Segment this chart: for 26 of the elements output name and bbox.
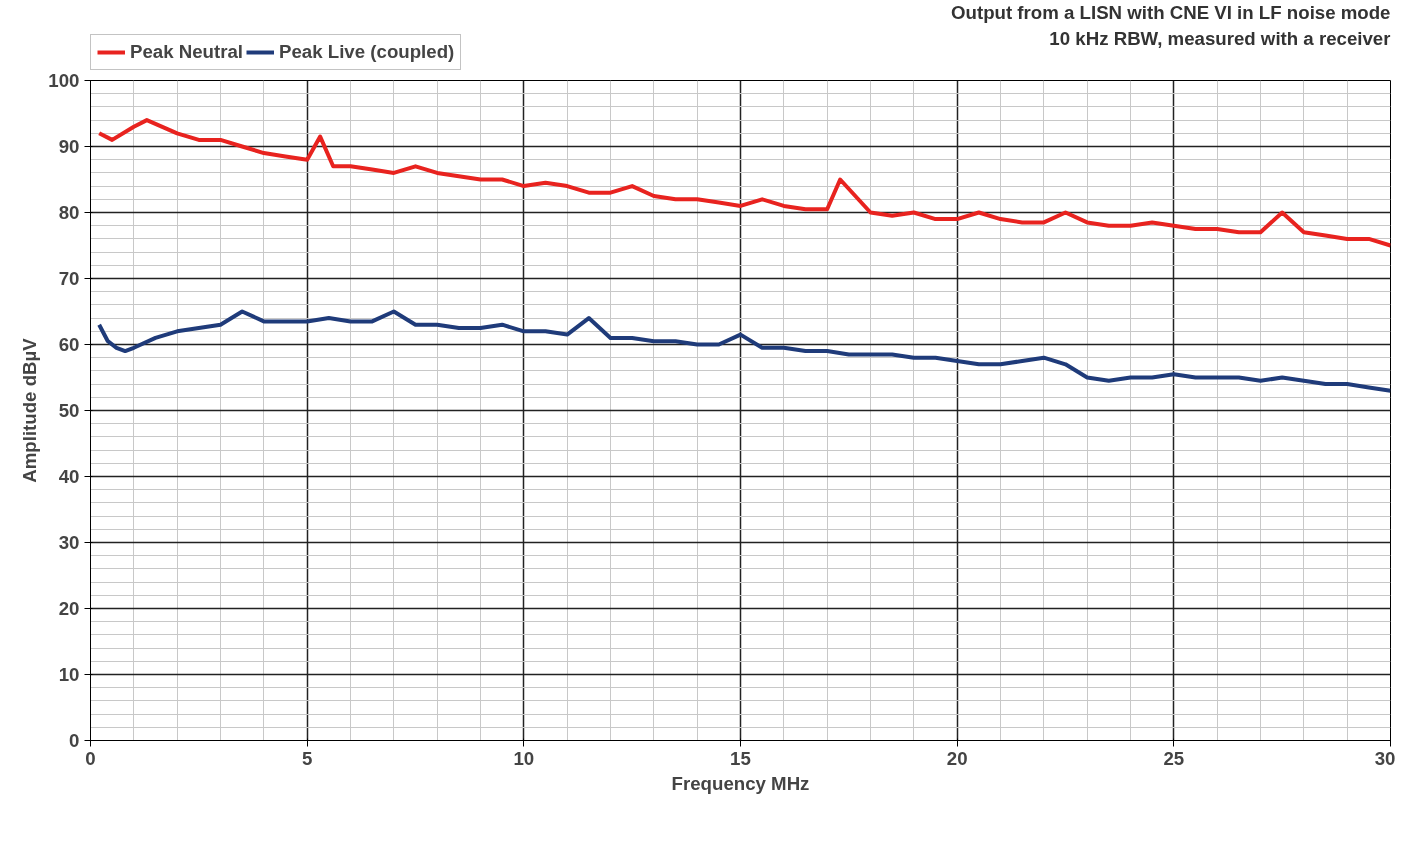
x-tick-label: 15 [730, 747, 751, 769]
y-tick-label: 60 [58, 334, 80, 355]
y-tick-label: 80 [58, 202, 80, 223]
y-tick-label: 20 [58, 598, 80, 619]
y-axis-title: Amplitude dBµV [19, 337, 41, 483]
x-tick-label: 20 [946, 747, 968, 769]
y-tick-label: 0 [69, 730, 80, 751]
y-tick-label: 30 [58, 532, 80, 553]
line-series [97, 309, 1391, 393]
x-axis-title: Frequency MHz [671, 772, 810, 794]
x-tick-label: 0 [85, 747, 96, 769]
x-tick-label: 10 [513, 747, 535, 769]
y-tick-label: 40 [58, 466, 80, 487]
x-tick-label: 25 [1163, 747, 1185, 769]
chart-subtitle: 10 kHz RBW, measured with a receiver [1049, 27, 1391, 49]
y-tick-label: 10 [58, 664, 80, 685]
y-tick-label: 70 [58, 268, 80, 289]
y-tick-label: 100 [48, 70, 80, 91]
legend-label: Peak Live (coupled) [279, 41, 455, 63]
x-tick-label: 5 [301, 747, 313, 769]
legend-label: Peak Neutral [130, 41, 244, 63]
x-tick-label: 30 [1374, 747, 1396, 769]
y-tick-label: 90 [58, 136, 80, 157]
chart-title: Output from a LISN with CNE VI in LF noise mode [951, 1, 1391, 23]
y-tick-label: 50 [58, 400, 80, 421]
line-series [97, 118, 1391, 248]
